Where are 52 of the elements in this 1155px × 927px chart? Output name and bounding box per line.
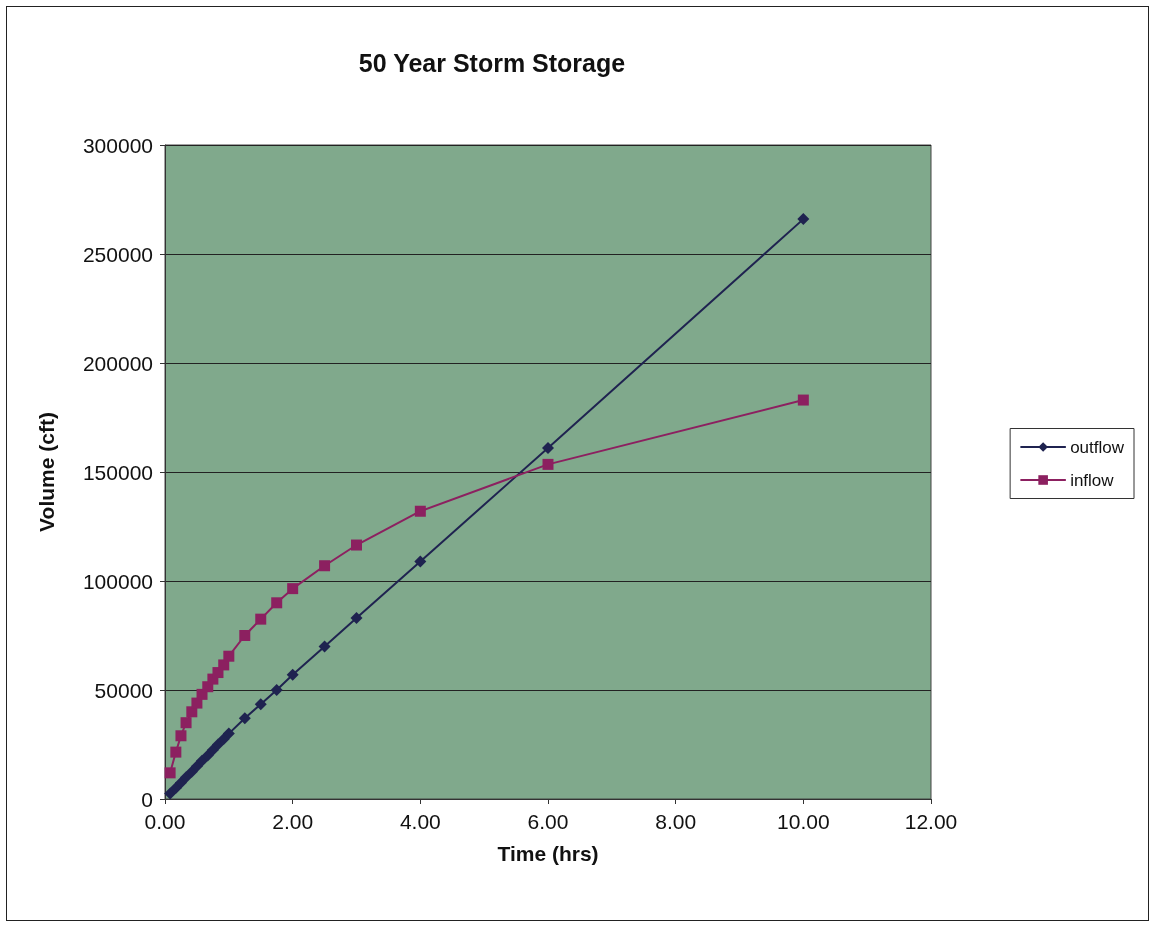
point xyxy=(255,613,267,625)
point xyxy=(217,733,230,746)
point xyxy=(350,612,363,625)
point xyxy=(270,684,283,696)
point xyxy=(351,539,362,551)
legend-label: outflow xyxy=(1070,437,1125,457)
point xyxy=(319,560,331,572)
point xyxy=(196,754,209,767)
point xyxy=(164,787,177,800)
point xyxy=(170,746,182,758)
point xyxy=(191,697,203,709)
point xyxy=(797,213,810,226)
x-tick-label: 8.00 xyxy=(655,810,697,833)
y-tick-label: 50000 xyxy=(94,678,153,702)
y-tick-label: 0 xyxy=(141,787,153,811)
x-tick-label: 4.00 xyxy=(399,810,441,833)
legend-label: inflow xyxy=(1070,470,1115,490)
x-tick-label: 2.00 xyxy=(272,810,314,833)
point xyxy=(190,760,203,773)
y-tick-label: 150000 xyxy=(82,460,153,484)
point xyxy=(254,698,267,711)
y-tick-label: 300000 xyxy=(82,133,153,157)
y-tick-label: 250000 xyxy=(82,242,153,266)
point xyxy=(164,767,176,779)
point xyxy=(542,442,554,455)
point xyxy=(238,712,251,725)
point xyxy=(169,782,182,795)
y-tick-label: 200000 xyxy=(82,351,153,375)
chart-title: 50 Year Storm Storage xyxy=(358,48,626,77)
x-tick-label: 10.00 xyxy=(777,810,830,833)
point xyxy=(175,730,187,742)
point xyxy=(797,394,809,406)
x-tick-label: 12.00 xyxy=(904,810,958,833)
point xyxy=(287,583,299,595)
point xyxy=(206,743,219,756)
point xyxy=(286,668,299,681)
point xyxy=(239,630,251,641)
point xyxy=(414,505,426,517)
point xyxy=(223,650,235,662)
y-axis-title: Volume (cft) xyxy=(35,412,58,532)
x-tick-label: 6.00 xyxy=(527,810,569,833)
point xyxy=(542,458,554,470)
point xyxy=(271,597,283,609)
point xyxy=(180,717,192,729)
point xyxy=(222,727,235,740)
point xyxy=(180,771,193,784)
point xyxy=(414,555,427,568)
x-axis-title: Time (hrs) xyxy=(497,842,599,865)
x-tick-label: 0.00 xyxy=(144,810,186,833)
point xyxy=(318,640,331,653)
y-tick-label: 100000 xyxy=(82,569,153,593)
point xyxy=(211,738,224,751)
